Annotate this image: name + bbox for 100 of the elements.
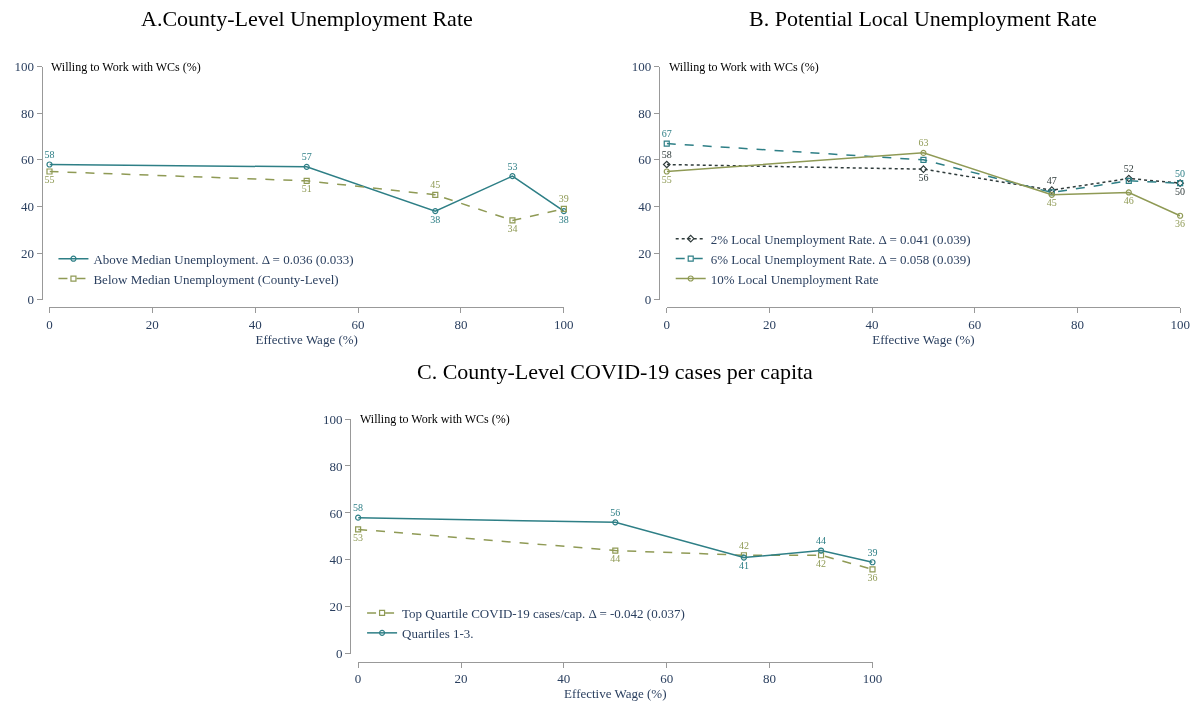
y-tick-label: 20 [638, 245, 652, 261]
x-tick-label: 20 [145, 317, 159, 333]
data-label: 58 [44, 148, 55, 160]
legend-label: 6% Local Unemployment Rate. Δ = 0.058 (0.039) [710, 251, 971, 267]
point [662, 160, 671, 169]
data-label: 51 [301, 183, 312, 195]
data-label: 46 [1123, 195, 1134, 207]
data-label: 55 [661, 174, 672, 186]
y-tick-label: 60 [638, 152, 652, 168]
point [920, 149, 927, 156]
data-label: 58 [353, 502, 364, 514]
chart-title: A.County-Level Unemployment Rate [141, 6, 473, 31]
legend-label: Quartiles 1-3. [402, 625, 474, 641]
point [1177, 212, 1184, 219]
data-label: 45 [430, 179, 441, 191]
data-label: 52 [1123, 162, 1134, 174]
data-label: 50 [1175, 167, 1186, 179]
x-tick-label: 40 [557, 671, 571, 687]
point [920, 156, 927, 163]
x-tick-label: 60 [968, 317, 982, 333]
point [303, 163, 310, 170]
data-label: 63 [918, 137, 929, 149]
legend-label: Below Median Unemployment (County-Level) [93, 271, 339, 287]
data-label: 50 [1175, 185, 1186, 197]
y-tick-label: 0 [27, 292, 34, 308]
data-label: 57 [301, 151, 312, 163]
y-tick-label: 80 [638, 105, 652, 121]
point [869, 566, 876, 573]
x-tick-label: 100 [554, 317, 574, 333]
data-label: 38 [430, 213, 441, 225]
y-axis-title: Willing to Work with WCs (%) [669, 60, 819, 74]
x-tick-label: 40 [248, 317, 262, 333]
data-label: 41 [738, 560, 749, 572]
x-tick-label: 40 [865, 317, 879, 333]
x-tick-label: 0 [663, 317, 670, 333]
data-label: 36 [1175, 218, 1186, 230]
legend-label: Top Quartile COVID-19 cases/cap. Δ = -0.042 (0.037) [402, 606, 685, 622]
legend-label: Above Median Unemployment. Δ = 0.036 (0.033) [93, 251, 354, 267]
point [509, 173, 516, 180]
point [1125, 189, 1132, 196]
data-label: 56 [610, 506, 621, 518]
x-tick-label: 80 [1070, 317, 1084, 333]
data-label: 53 [353, 532, 364, 544]
y-axis-title: Willing to Work with WCs (%) [360, 412, 510, 426]
x-tick-label: 80 [763, 671, 777, 687]
x-axis-title: Effective Wage (%) [872, 332, 975, 348]
x-tick-label: 60 [660, 671, 674, 687]
point [46, 161, 53, 168]
data-label: 44 [610, 553, 621, 565]
y-tick-label: 0 [336, 646, 343, 662]
point [817, 552, 825, 559]
y-tick-label: 100 [323, 411, 343, 427]
y-tick-label: 80 [329, 458, 343, 474]
point [663, 168, 670, 175]
point [919, 165, 928, 174]
x-tick-label: 60 [351, 317, 365, 333]
y-tick-label: 60 [329, 505, 343, 521]
point [817, 547, 825, 554]
y-tick-label: 20 [329, 599, 343, 615]
data-label: 38 [558, 213, 569, 225]
data-label: 58 [661, 148, 672, 160]
data-label: 47 [1046, 174, 1057, 186]
data-label: 42 [816, 557, 827, 569]
y-axis-title: Willing to Work with WCs (%) [51, 60, 201, 74]
point [432, 208, 439, 215]
y-tick-label: 40 [20, 199, 34, 214]
legend-label: 2% Local Unemployment Rate. Δ = 0.041 (0.039) [710, 231, 971, 247]
data-label: 44 [816, 534, 827, 546]
point [663, 140, 670, 147]
data-label: 34 [507, 223, 518, 235]
data-label: 56 [918, 171, 929, 183]
point [303, 177, 310, 184]
y-tick-label: 100 [14, 59, 34, 75]
y-tick-label: 40 [638, 199, 652, 214]
x-axis-title: Effective Wage (%) [564, 686, 667, 702]
legend-label: 10% Local Unemployment Rate [710, 271, 879, 287]
x-tick-label: 100 [862, 671, 883, 687]
chart-title: B. Potential Local Unemployment Rate [749, 6, 1097, 31]
point [355, 514, 362, 521]
point [869, 559, 876, 566]
x-tick-label: 100 [1170, 317, 1190, 333]
data-label: 45 [1046, 197, 1057, 209]
chart-title: C. County-Level COVID-19 cases per capita [417, 359, 814, 384]
x-tick-label: 0 [46, 317, 53, 333]
point [509, 217, 516, 224]
x-tick-label: 20 [762, 317, 776, 333]
y-tick-label: 0 [644, 292, 652, 308]
point [612, 547, 619, 554]
data-label: 36 [867, 571, 878, 583]
y-tick-label: 20 [20, 245, 34, 261]
data-label: 39 [558, 193, 569, 205]
x-tick-label: 80 [454, 317, 468, 333]
point [432, 191, 439, 198]
y-tick-label: 60 [20, 152, 34, 168]
data-label: 67 [661, 127, 672, 139]
data-label: 42 [738, 539, 749, 551]
data-label: 39 [867, 546, 878, 558]
point [612, 519, 619, 526]
point [355, 526, 362, 533]
point [46, 168, 53, 175]
